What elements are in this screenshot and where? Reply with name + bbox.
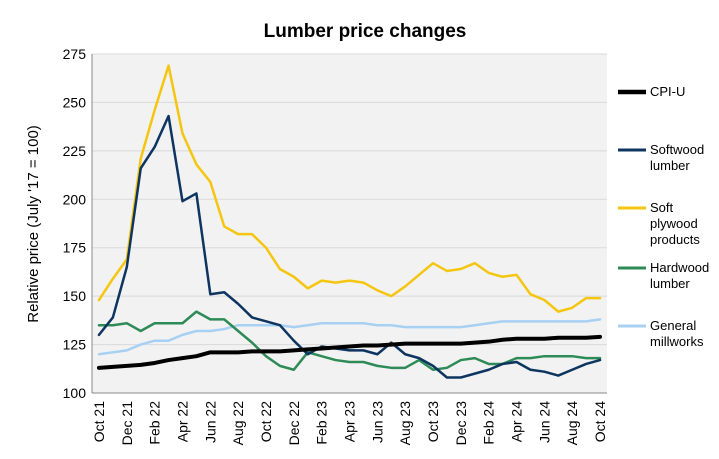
y-tick-label: 175 <box>63 240 87 256</box>
legend-label: Soft plywood products <box>650 200 700 247</box>
y-tick-labels: 100 125 150 175 200 225 250 275 <box>63 46 87 401</box>
y-tick-label: 275 <box>63 46 87 62</box>
legend-item-general-millworks: General millworks <box>618 318 704 349</box>
y-tick-label: 150 <box>63 288 87 304</box>
x-tick-label: Apr 22 <box>174 401 190 442</box>
y-tick-label: 200 <box>63 191 87 207</box>
y-tick-label: 250 <box>63 94 87 110</box>
legend-item-hardwood-lumber: Hardwood lumber <box>618 260 709 291</box>
x-tick-labels: Oct 21 Dec 21 Feb 22 Apr 22 Jun 22 Aug 22 Oct … <box>91 401 608 446</box>
chart-title: Lumber price changes <box>264 21 467 42</box>
x-tick-label: Oct 21 <box>91 401 107 442</box>
x-tick-label: Dec 23 <box>453 401 469 446</box>
x-tick-label: Feb 24 <box>481 401 497 445</box>
x-tick-label: Feb 22 <box>147 401 163 445</box>
legend-label: Hardwood lumber <box>650 260 709 291</box>
series-line-soft-plywood-products <box>97 64 602 313</box>
series-lines <box>96 64 603 379</box>
x-tick-label: Dec 21 <box>119 401 135 446</box>
y-tick-label: 100 <box>63 385 87 401</box>
legend-item-softwood-lumber: Softwood lumber <box>618 142 704 173</box>
y-axis-label: Relative price (July '17 = 100) <box>25 125 42 323</box>
series-line-softwood-lumber <box>97 114 602 379</box>
x-tick-label: Feb 23 <box>314 401 330 445</box>
x-tick-label: Jun 22 <box>202 401 218 443</box>
x-tick-label: Jun 24 <box>536 401 552 443</box>
legend-item-soft-plywood-products: Soft plywood products <box>618 200 700 247</box>
legend-label: CPI-U <box>650 84 685 99</box>
y-tick-label: 225 <box>63 143 87 159</box>
x-tick-label: Aug 23 <box>397 401 413 446</box>
x-tick-label: Aug 24 <box>564 401 580 446</box>
x-tick-label: Dec 22 <box>286 401 302 446</box>
x-tick-label: Apr 23 <box>342 401 358 442</box>
plot-area <box>92 54 607 393</box>
gridlines <box>91 53 607 394</box>
x-tick-label: Aug 22 <box>230 401 246 446</box>
series-line-hardwood-lumber <box>97 310 602 371</box>
legend: CPI-U Softwood lumber Soft plywood products Ha… <box>618 84 709 349</box>
x-tick-label: Apr 24 <box>509 401 525 442</box>
x-tick-label: Oct 22 <box>258 401 274 442</box>
legend-label: General millworks <box>650 318 704 349</box>
y-tick-label: 125 <box>63 337 87 353</box>
series-line-cpi-u <box>96 334 603 370</box>
x-tick-label: Oct 24 <box>592 401 608 442</box>
legend-label: Softwood lumber <box>650 142 704 173</box>
x-tick-label: Jun 23 <box>369 401 385 443</box>
series-line-general-millworks <box>97 318 602 356</box>
legend-item-cpi-u: CPI-U <box>618 84 685 99</box>
x-tick-label: Oct 23 <box>425 401 441 442</box>
